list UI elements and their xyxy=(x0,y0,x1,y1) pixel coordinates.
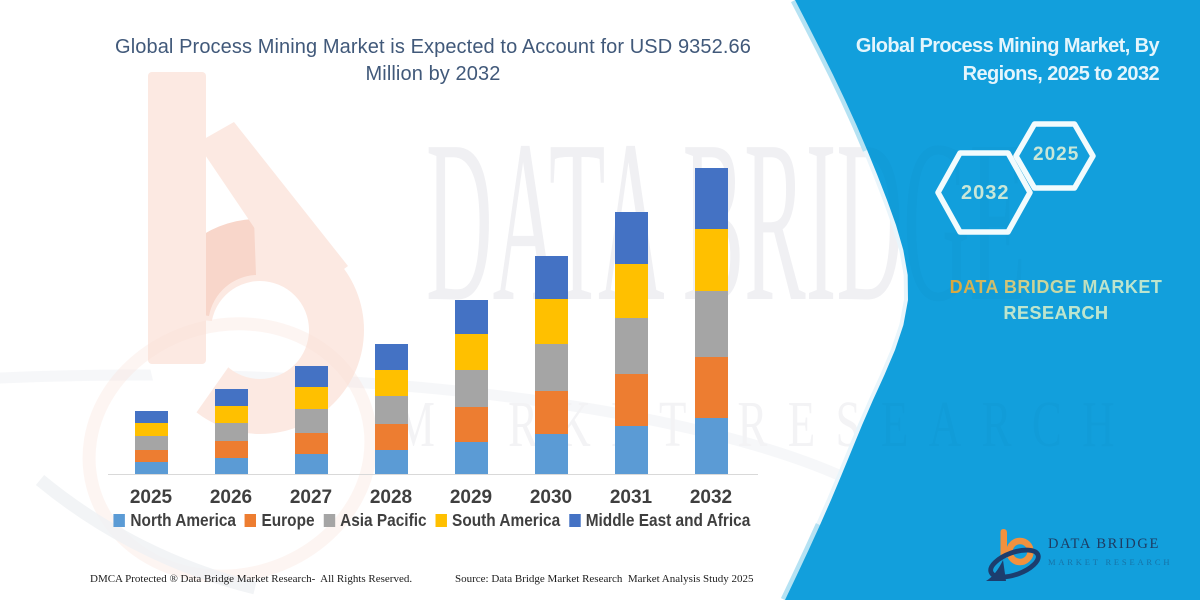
svg-text:DATA BRIDGE: DATA BRIDGE xyxy=(426,93,1026,350)
svg-text:MARKET RESEARCH: MARKET RESEARCH xyxy=(395,388,1135,461)
